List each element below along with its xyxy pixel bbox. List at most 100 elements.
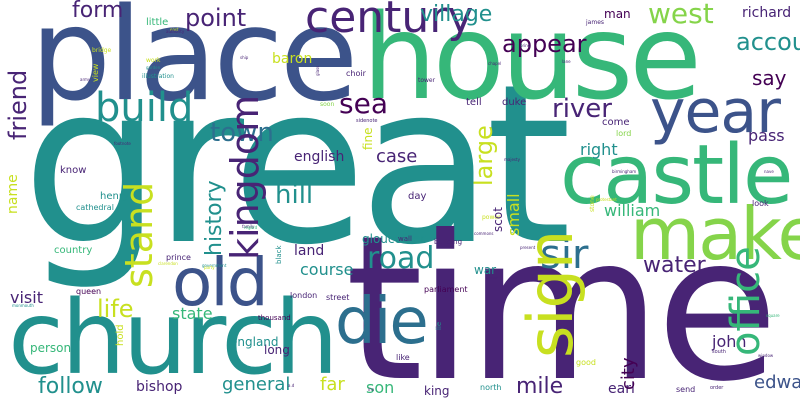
word-tell: gloucester [362,232,426,246]
word-year: year [650,77,781,147]
word-son: pass [748,126,785,145]
word-street: day [408,191,427,202]
word-lie: ship [240,55,249,60]
word-send: good [576,358,596,367]
word-image: bring [520,43,531,48]
word-stone: party [204,265,215,270]
word-office: government [202,263,227,268]
word-black: authority [166,29,185,34]
word-queen: choir [346,69,366,78]
word-state: mile [516,374,564,399]
word-person: bishop [136,379,183,395]
word-england: richard [742,5,792,21]
word-court: tell [466,97,482,108]
word-order: queen [76,287,102,296]
word-west: build [95,85,194,131]
word-east: view [91,63,100,82]
word-monmouth: order [710,385,724,391]
word-appear: river [552,94,612,124]
word-commons: stone [589,195,596,212]
word-army: tower [418,77,436,84]
word-road: kingdom [223,94,267,260]
word-visit: commons [474,231,494,236]
word-william: right [580,140,618,159]
word-building: come [602,117,630,128]
word-protestant: south [712,349,726,355]
word-hill: office [723,246,769,356]
word-soon: london [290,291,318,300]
word-fine: present [520,245,536,250]
word-garden: work [146,57,161,64]
word-know: king [424,384,450,398]
word-far: say [752,66,787,90]
word-choir: person [30,341,72,355]
word-henry: name [5,174,21,214]
word-old: old [172,244,269,321]
word-square: power [482,214,501,221]
word-day: english [294,149,345,165]
word-large: east [170,27,179,32]
word-parliament: henry [100,191,129,202]
word-ship: lane [562,59,571,64]
word-family: nave [764,169,774,174]
word-sidenote: wall [398,235,412,243]
word-great: great [22,37,572,293]
word-look: war [474,263,497,277]
word-work: building [434,238,463,246]
word-government: sidenote [356,118,378,124]
word-history: protestant [596,197,617,202]
word-earl: william [604,201,661,220]
word-life: west [648,0,714,30]
word-footnote: illustration [142,73,174,80]
word-baron: son [366,378,395,397]
word-friend: army [80,77,91,82]
word-edward: case [376,146,418,167]
word-nave: send [676,385,696,394]
word-die: die [335,285,429,359]
word-south: prince [166,253,191,262]
word-clarendon: lie [435,321,443,330]
word-birmingham: window [758,353,774,358]
word-lord: england [230,335,279,349]
word-stand: a.d [288,383,295,388]
word-pass: form [72,0,124,23]
word-city: clarendon [158,261,178,266]
word-make: make [630,192,800,276]
word-say: account [736,28,800,56]
word-illustration: like [396,353,410,362]
word-water: town [210,118,274,148]
word-name: family [242,224,255,229]
word-richard: state [172,304,213,323]
word-power: duke [502,97,527,108]
word-thousand: cathedral [76,203,114,212]
word-london: little [146,17,169,28]
word-account: water [643,253,706,278]
word-bring: hold [115,324,126,346]
word-river: road [367,241,435,276]
word-long: john [712,332,747,351]
word-follow: point [185,4,247,32]
word-lane: thousand [258,314,291,322]
word-little: earl [608,381,635,397]
word-castle: castle [560,128,793,223]
word-come: scot [491,207,505,232]
word-century: sea [339,87,388,120]
word-wall: know [60,165,87,176]
word-chapel: north [480,383,502,392]
word-form: life [97,295,134,323]
word-hold: birmingham [612,169,637,174]
word-town: sir [540,232,589,278]
word-north: look [752,199,769,208]
word-cathedral: country [54,245,93,256]
word-glass: regard [244,225,258,230]
word-good: fine [361,127,375,150]
word-point: hill [275,180,314,210]
word-mile: appear [502,30,587,58]
word-party: black [275,245,283,264]
word-village: friend [4,69,32,140]
word-gloucester: city [618,357,639,390]
word-land: far [320,374,345,395]
word-war: visit [10,288,43,307]
word-authority: glass [315,65,320,76]
